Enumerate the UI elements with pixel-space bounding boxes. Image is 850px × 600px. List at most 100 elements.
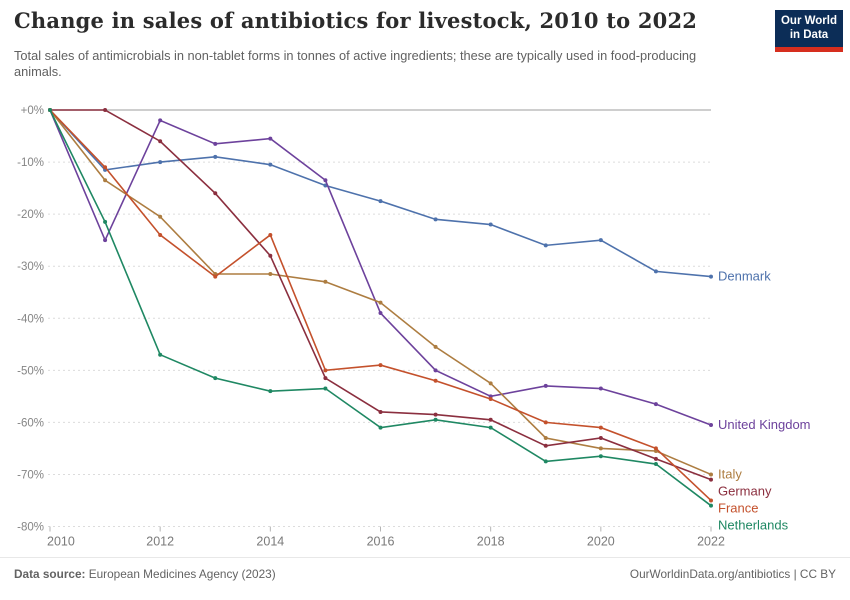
data-point-italy[interactable] [709,472,713,477]
data-point-germany[interactable] [268,253,273,258]
data-point-germany[interactable] [158,139,163,144]
data-point-united-kingdom[interactable] [378,311,383,316]
data-point-germany[interactable] [323,376,328,381]
series-label-france[interactable]: France [718,500,758,515]
license-link[interactable]: OurWorldinData.org/antibiotics | CC BY [629,567,836,581]
data-point-france[interactable] [709,498,713,503]
data-point-france[interactable] [653,446,658,451]
data-point-united-kingdom[interactable] [103,238,108,243]
data-point-united-kingdom[interactable] [598,386,603,391]
data-point-germany[interactable] [103,108,108,112]
data-point-germany[interactable] [653,456,658,461]
series-line-germany[interactable] [50,109,712,481]
data-point-denmark[interactable] [543,243,548,248]
data-point-france[interactable] [323,368,328,373]
data-point-netherlands[interactable] [433,417,438,422]
data-point-denmark[interactable] [433,217,438,222]
owid-logo-line2: in Data [789,28,829,41]
data-point-denmark[interactable] [268,162,273,167]
data-point-denmark[interactable] [213,154,218,159]
series-label-italy[interactable]: Italy [718,466,742,481]
owid-logo[interactable]: Our World in Data [775,10,843,52]
data-point-denmark[interactable] [488,222,493,227]
data-point-united-kingdom[interactable] [543,383,548,388]
series-label-germany[interactable]: Germany [718,483,772,498]
data-point-france[interactable] [103,165,108,170]
data-point-germany[interactable] [709,477,713,482]
data-point-netherlands[interactable] [323,386,328,391]
data-point-germany[interactable] [378,409,383,414]
data-point-netherlands[interactable] [268,389,273,394]
data-source-text: Data source: European Medicines Agency (… [14,567,276,581]
data-point-denmark[interactable] [653,269,658,274]
data-point-germany[interactable] [213,191,218,196]
data-point-germany[interactable] [433,412,438,417]
data-point-united-kingdom[interactable] [709,422,713,427]
data-point-germany[interactable] [598,435,603,440]
series-label-united-kingdom[interactable]: United Kingdom [718,417,811,432]
data-point-france[interactable] [488,396,493,401]
data-point-netherlands[interactable] [543,459,548,464]
data-point-france[interactable] [598,425,603,430]
data-point-denmark[interactable] [598,238,603,243]
data-point-netherlands[interactable] [103,219,108,224]
data-point-germany[interactable] [488,417,493,422]
x-axis-tick-label: 2014 [256,535,284,549]
page-title: Change in sales of antibiotics for lives… [14,8,698,33]
data-point-italy[interactable] [158,214,163,219]
data-point-netherlands[interactable] [709,503,713,508]
data-point-italy[interactable] [488,381,493,386]
series-label-netherlands[interactable]: Netherlands [718,517,789,532]
data-point-denmark[interactable] [709,274,713,279]
data-point-italy[interactable] [323,279,328,284]
y-axis-tick-label: -30% [17,261,44,273]
data-point-denmark[interactable] [378,199,383,204]
data-point-germany[interactable] [543,443,548,448]
x-axis-tick-label: 2016 [367,535,395,549]
data-source-label: Data source: [14,567,86,581]
series-label-denmark[interactable]: Denmark [718,269,771,284]
series-line-united-kingdom[interactable] [49,109,712,426]
chart-footer: Data source: European Medicines Agency (… [0,557,850,581]
x-axis-tick-label: 2018 [477,535,505,549]
data-source-value: European Medicines Agency (2023) [85,567,276,581]
data-point-italy[interactable] [543,435,548,440]
data-point-netherlands[interactable] [598,454,603,459]
data-point-netherlands[interactable] [653,462,658,467]
data-point-netherlands[interactable] [488,425,493,430]
x-axis-tick-label: 2012 [146,535,174,549]
y-axis-tick-label: -10% [17,157,44,169]
data-point-france[interactable] [268,232,273,237]
data-point-italy[interactable] [433,344,438,349]
data-point-france[interactable] [543,420,548,425]
data-point-france[interactable] [213,274,218,279]
data-point-united-kingdom[interactable] [323,178,328,183]
data-point-italy[interactable] [378,300,383,305]
data-point-united-kingdom[interactable] [268,136,273,141]
data-point-united-kingdom[interactable] [213,141,218,146]
data-point-italy[interactable] [103,178,108,183]
x-axis-tick-label: 2020 [587,535,615,549]
data-point-netherlands[interactable] [48,108,52,112]
x-axis-tick-label: 2022 [697,535,725,549]
data-point-france[interactable] [433,378,438,383]
data-point-netherlands[interactable] [158,352,163,357]
data-point-italy[interactable] [268,271,273,276]
y-axis-tick-label: -40% [17,313,44,325]
data-point-france[interactable] [378,363,383,368]
data-point-netherlands[interactable] [213,376,218,381]
y-axis-tick-label: -80% [17,522,44,534]
series-line-italy[interactable] [49,109,712,476]
data-point-united-kingdom[interactable] [158,118,163,123]
data-point-netherlands[interactable] [378,425,383,430]
y-axis-tick-label: -60% [17,417,44,429]
y-axis-tick-label: -50% [17,365,44,377]
data-point-italy[interactable] [598,446,603,451]
data-point-france[interactable] [158,232,163,237]
data-point-united-kingdom[interactable] [433,368,438,373]
data-point-denmark[interactable] [158,160,163,165]
series-line-netherlands[interactable] [49,109,712,507]
data-point-united-kingdom[interactable] [653,402,658,407]
